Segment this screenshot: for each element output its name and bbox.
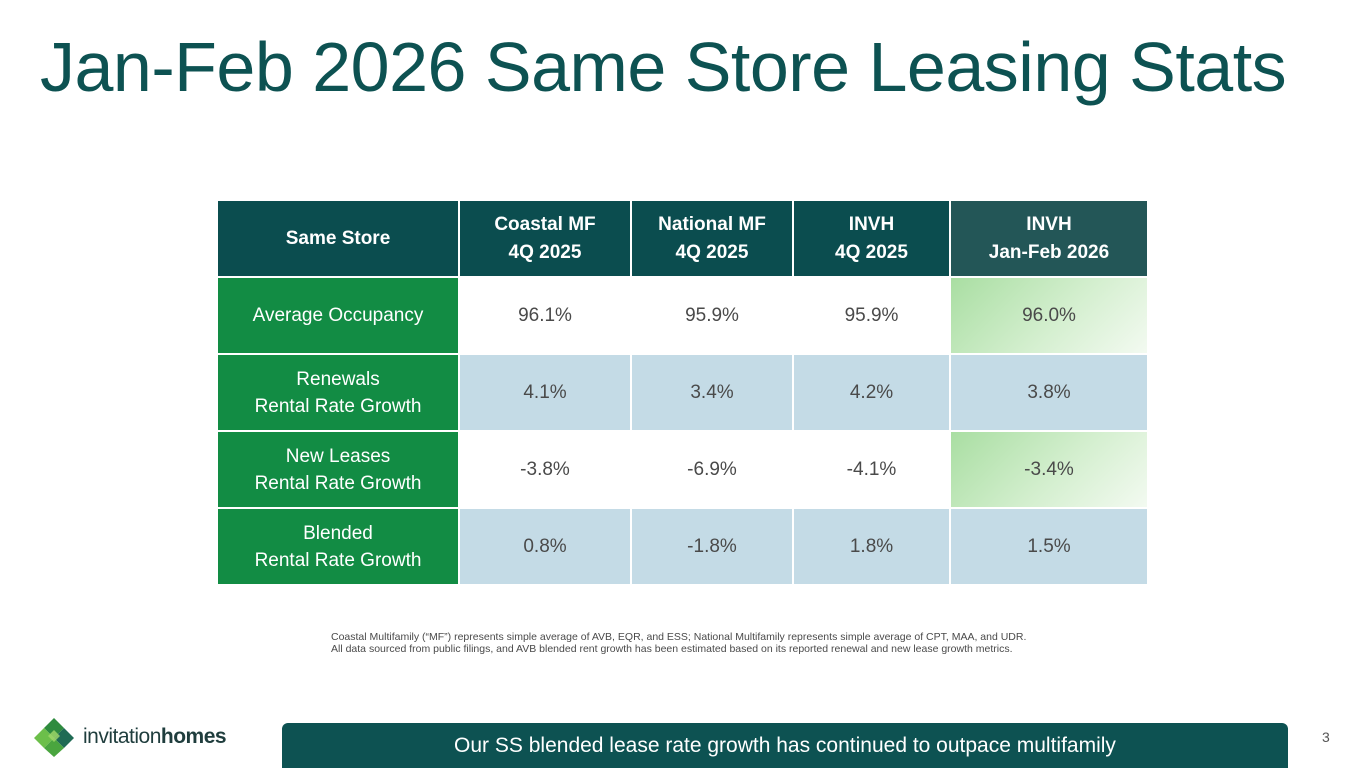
page-number: 3 (1322, 729, 1330, 745)
header-invh-4q: INVH 4Q 2025 (792, 199, 951, 278)
table-cell-highlight: 96.0% (949, 276, 1149, 355)
footnote: Coastal Multifamily (“MF”) represents si… (331, 631, 1026, 655)
table-cell: 95.9% (630, 276, 794, 355)
table-row: Renewals Rental Rate Growth 4.1% 3.4% 4.… (216, 353, 1149, 432)
footnote-line: All data sourced from public filings, an… (331, 643, 1013, 655)
table-cell-highlight: 1.5% (949, 507, 1149, 586)
header-invh-jan-feb: INVH Jan-Feb 2026 (949, 199, 1149, 278)
row-label-blended: Blended Rental Rate Growth (216, 507, 460, 586)
logo-mark-icon (34, 718, 74, 757)
footnote-line: Coastal Multifamily (“MF”) represents si… (331, 631, 1027, 643)
table-cell: -6.9% (630, 430, 794, 509)
table-cell: 96.1% (458, 276, 632, 355)
table-cell: 95.9% (792, 276, 951, 355)
row-label-new-leases: New Leases Rental Rate Growth (216, 430, 460, 509)
logo-wordmark: invitationhomes (83, 725, 227, 748)
leasing-stats-table: Same Store Coastal MF 4Q 2025 National M… (216, 199, 1149, 586)
table-cell: -4.1% (792, 430, 951, 509)
table-cell: -3.8% (458, 430, 632, 509)
row-label-renewals: Renewals Rental Rate Growth (216, 353, 460, 432)
table-row: Blended Rental Rate Growth 0.8% -1.8% 1.… (216, 507, 1149, 586)
table-cell: 4.2% (792, 353, 951, 432)
page-title: Jan-Feb 2026 Same Store Leasing Stats (40, 28, 1287, 106)
table-cell: 0.8% (458, 507, 632, 586)
table-header-row: Same Store Coastal MF 4Q 2025 National M… (216, 199, 1149, 278)
header-coastal-mf: Coastal MF 4Q 2025 (458, 199, 632, 278)
table-cell-highlight: 3.8% (949, 353, 1149, 432)
table-cell: 1.8% (792, 507, 951, 586)
table-cell: 4.1% (458, 353, 632, 432)
header-national-mf: National MF 4Q 2025 (630, 199, 794, 278)
table-row: New Leases Rental Rate Growth -3.8% -6.9… (216, 430, 1149, 509)
table-cell: -1.8% (630, 507, 794, 586)
key-takeaway-banner: Our SS blended lease rate growth has con… (282, 723, 1288, 768)
table-row: Average Occupancy 96.1% 95.9% 95.9% 96.0… (216, 276, 1149, 355)
company-logo: invitationhomes (33, 716, 227, 758)
row-label-average-occupancy: Average Occupancy (216, 276, 460, 355)
header-same-store: Same Store (216, 199, 460, 278)
table-cell-highlight: -3.4% (949, 430, 1149, 509)
table-cell: 3.4% (630, 353, 794, 432)
